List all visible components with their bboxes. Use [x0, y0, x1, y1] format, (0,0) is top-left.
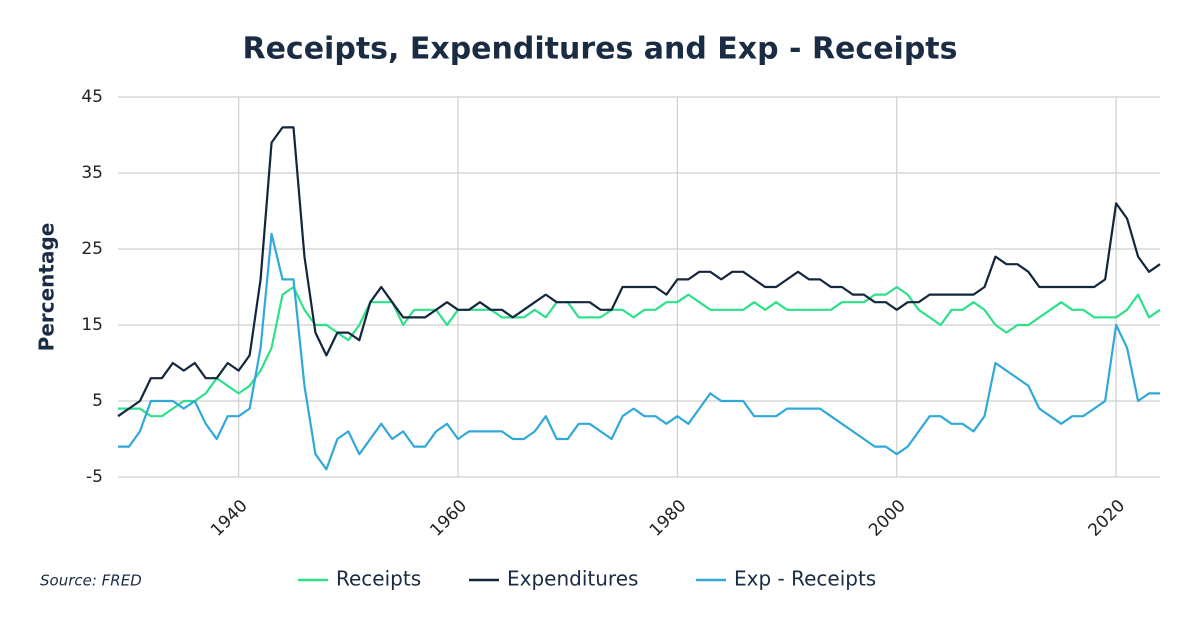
- y-tick-label: 5: [92, 391, 103, 411]
- legend-label: Expenditures: [507, 567, 638, 591]
- series-line: [118, 232, 1160, 471]
- x-tick-label: 2020: [1084, 496, 1129, 541]
- x-tick-label: 1980: [646, 496, 691, 541]
- x-tick-label: 2000: [865, 496, 910, 541]
- source-note: Source: FRED: [40, 572, 142, 590]
- y-tick-label: 45: [81, 87, 103, 107]
- y-tick-label: 15: [81, 315, 103, 335]
- y-tick-label: -5: [86, 467, 103, 487]
- y-tick-label: 35: [81, 163, 103, 183]
- legend-label: Receipts: [336, 567, 421, 591]
- series-line: [117, 126, 1161, 418]
- series-line: [118, 285, 1161, 418]
- legend-label: Exp - Receipts: [734, 567, 876, 591]
- x-tick-label: 1940: [207, 496, 252, 541]
- y-axis-label: Percentage: [35, 223, 59, 352]
- y-tick-label: 25: [81, 239, 103, 259]
- x-tick-label: 1960: [426, 496, 471, 541]
- chart-title: Receipts, Expenditures and Exp - Receipt…: [242, 32, 957, 67]
